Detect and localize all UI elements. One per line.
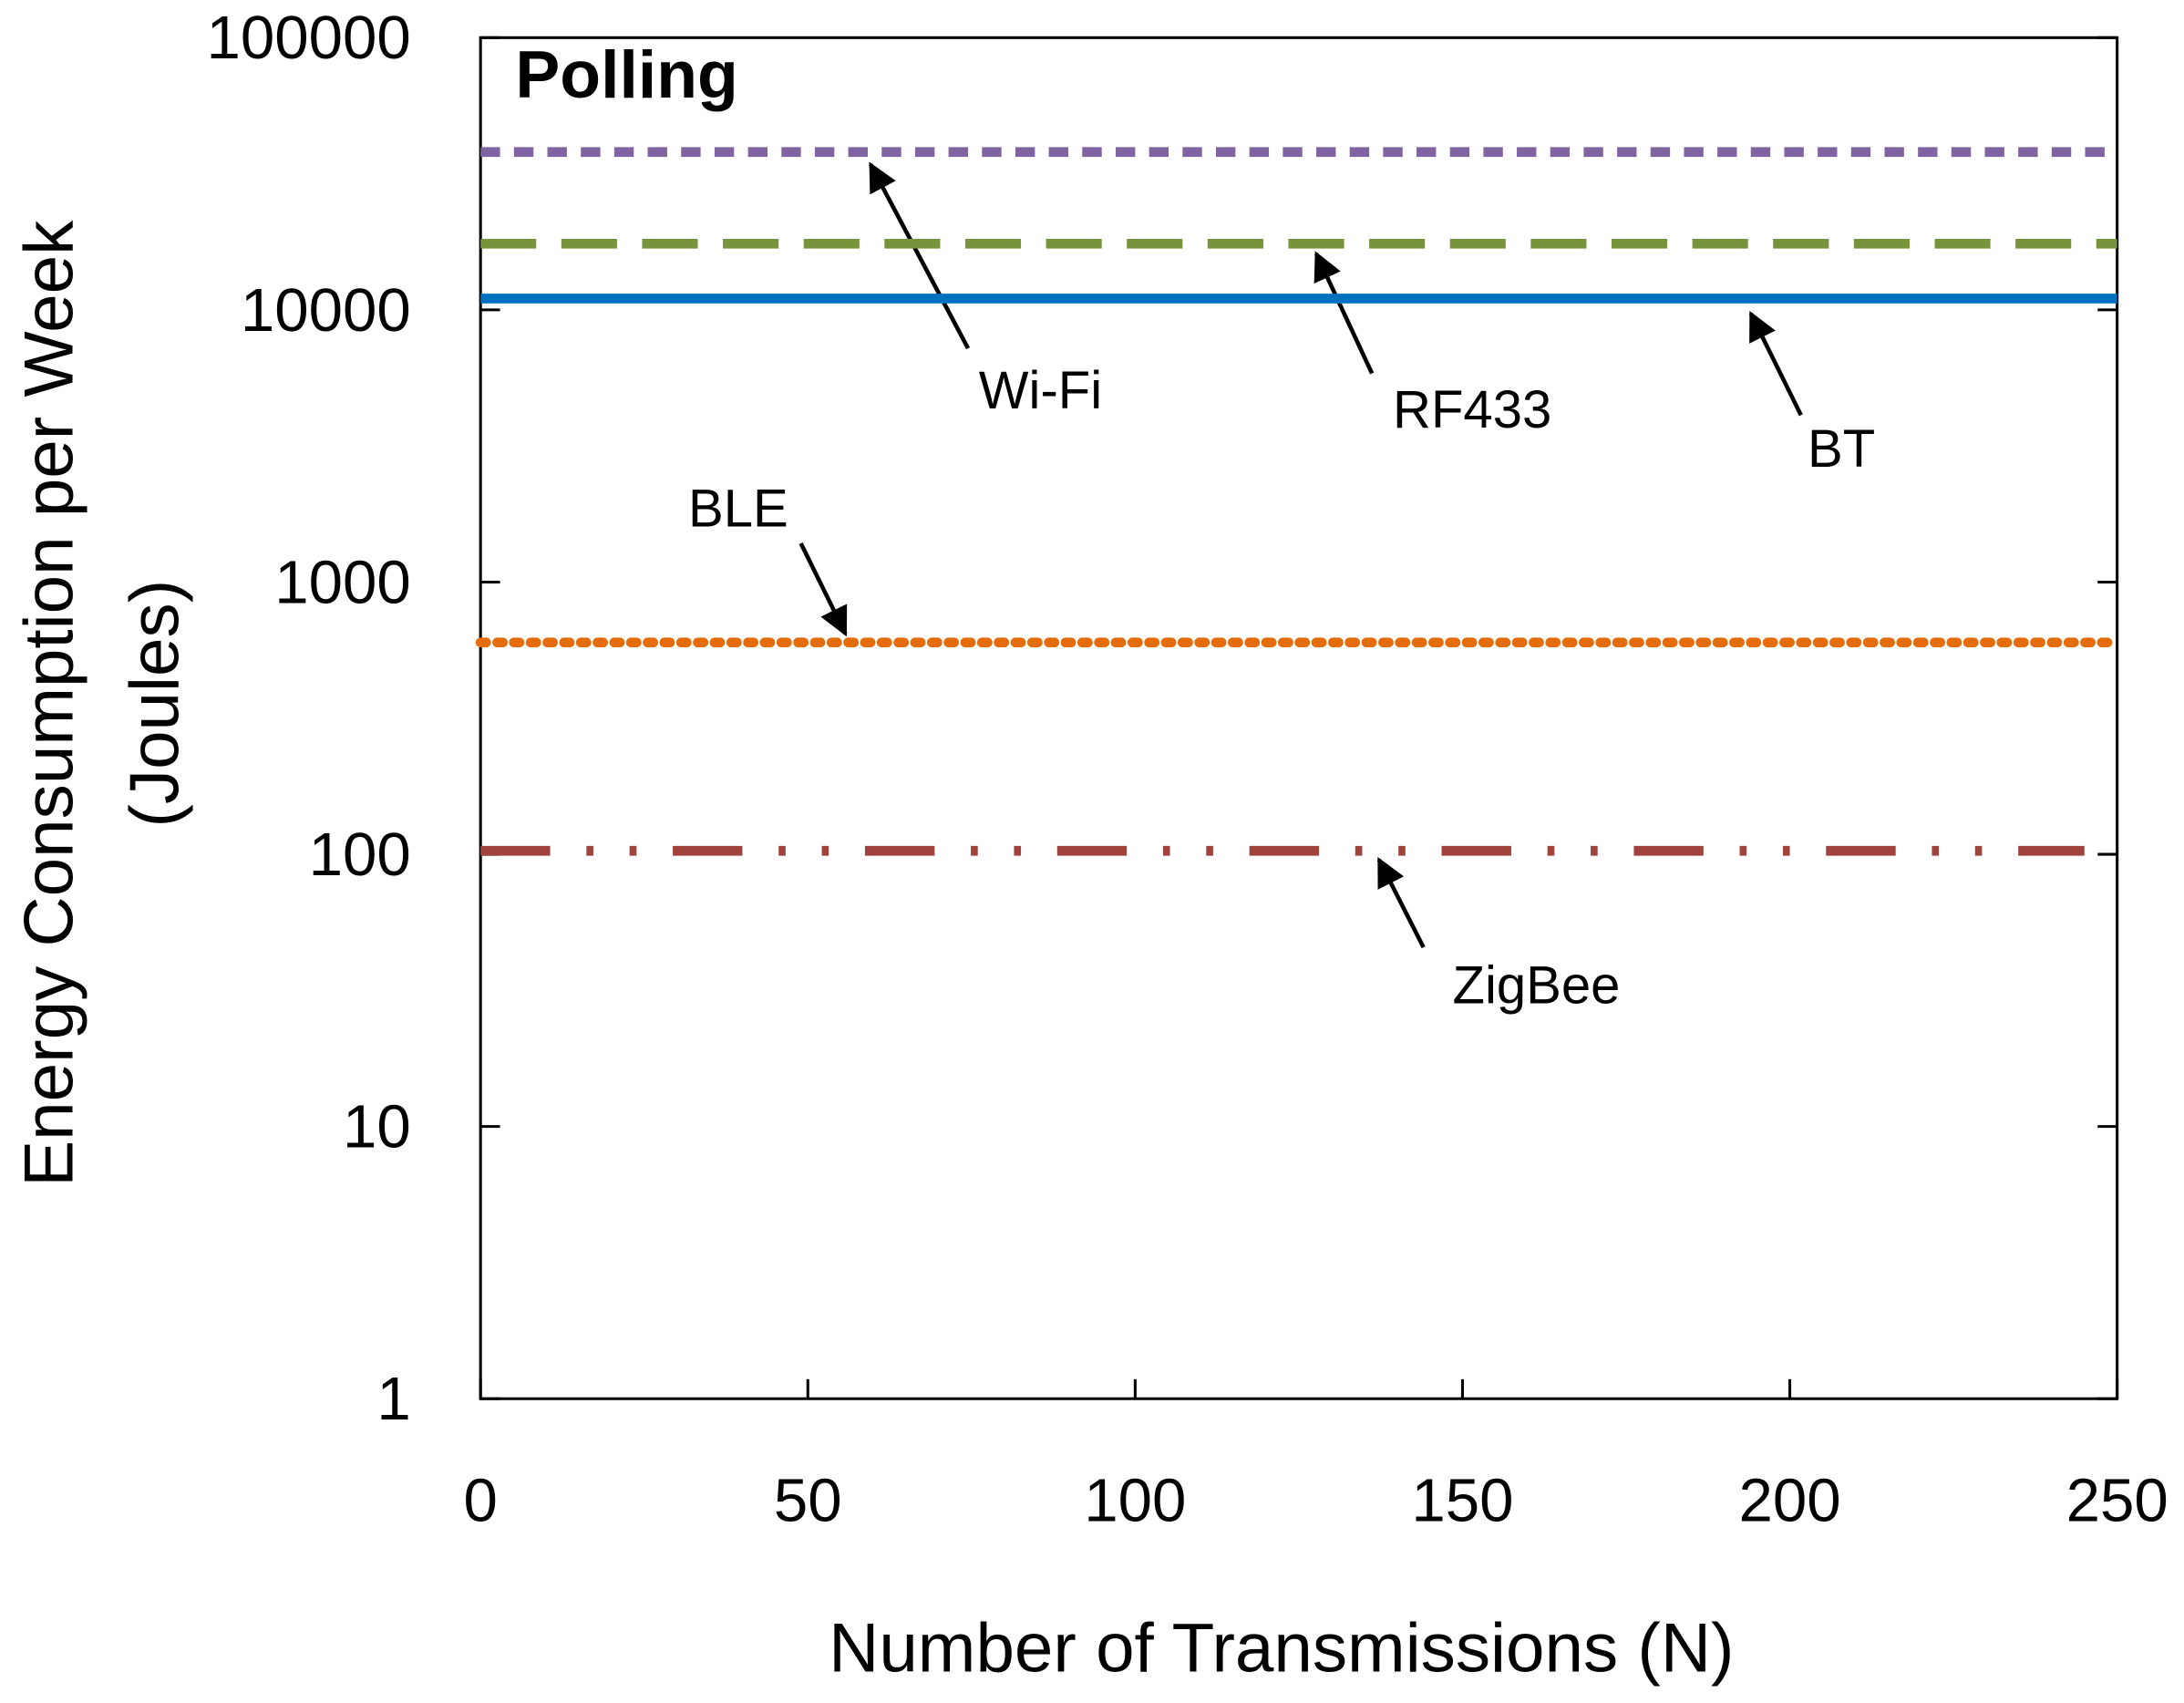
series-label: BT [1808, 419, 1875, 479]
series-label: BLE [688, 480, 788, 539]
y-tick-label: 10 [343, 1093, 411, 1161]
y-tick-label: 10000 [241, 276, 411, 345]
x-tick-label: 50 [774, 1467, 842, 1535]
x-tick-label: 150 [1411, 1467, 1513, 1535]
annotation-arrow [1376, 857, 1426, 949]
y-tick-label: 100 [309, 821, 411, 889]
annotation-arrow [798, 542, 848, 637]
x-tick-label: 0 [463, 1467, 497, 1535]
series-label: RF433 [1393, 380, 1551, 439]
y-tick-label: 1000 [274, 548, 411, 616]
x-tick-label: 100 [1084, 1467, 1186, 1535]
annotation-arrow [1313, 251, 1375, 375]
plot-frame [479, 36, 2119, 1400]
y-axis-label: Energy Consumption per Week [10, 220, 88, 1187]
y-tick-label: 1 [376, 1365, 410, 1433]
y-axis-label: (Joules) [117, 580, 194, 828]
x-axis-label: Number of Transmissions (N) [829, 1610, 1734, 1688]
x-tick-label: 250 [2066, 1467, 2169, 1535]
series-label: Wi-Fi [979, 361, 1102, 420]
x-tick-label: 200 [1738, 1467, 1840, 1535]
annotation-arrow [1748, 310, 1803, 417]
y-tick-label: 100000 [206, 4, 410, 72]
series-label: ZigBee [1452, 955, 1620, 1015]
chart-title: Polling [515, 37, 737, 112]
annotation-arrow [869, 161, 971, 350]
